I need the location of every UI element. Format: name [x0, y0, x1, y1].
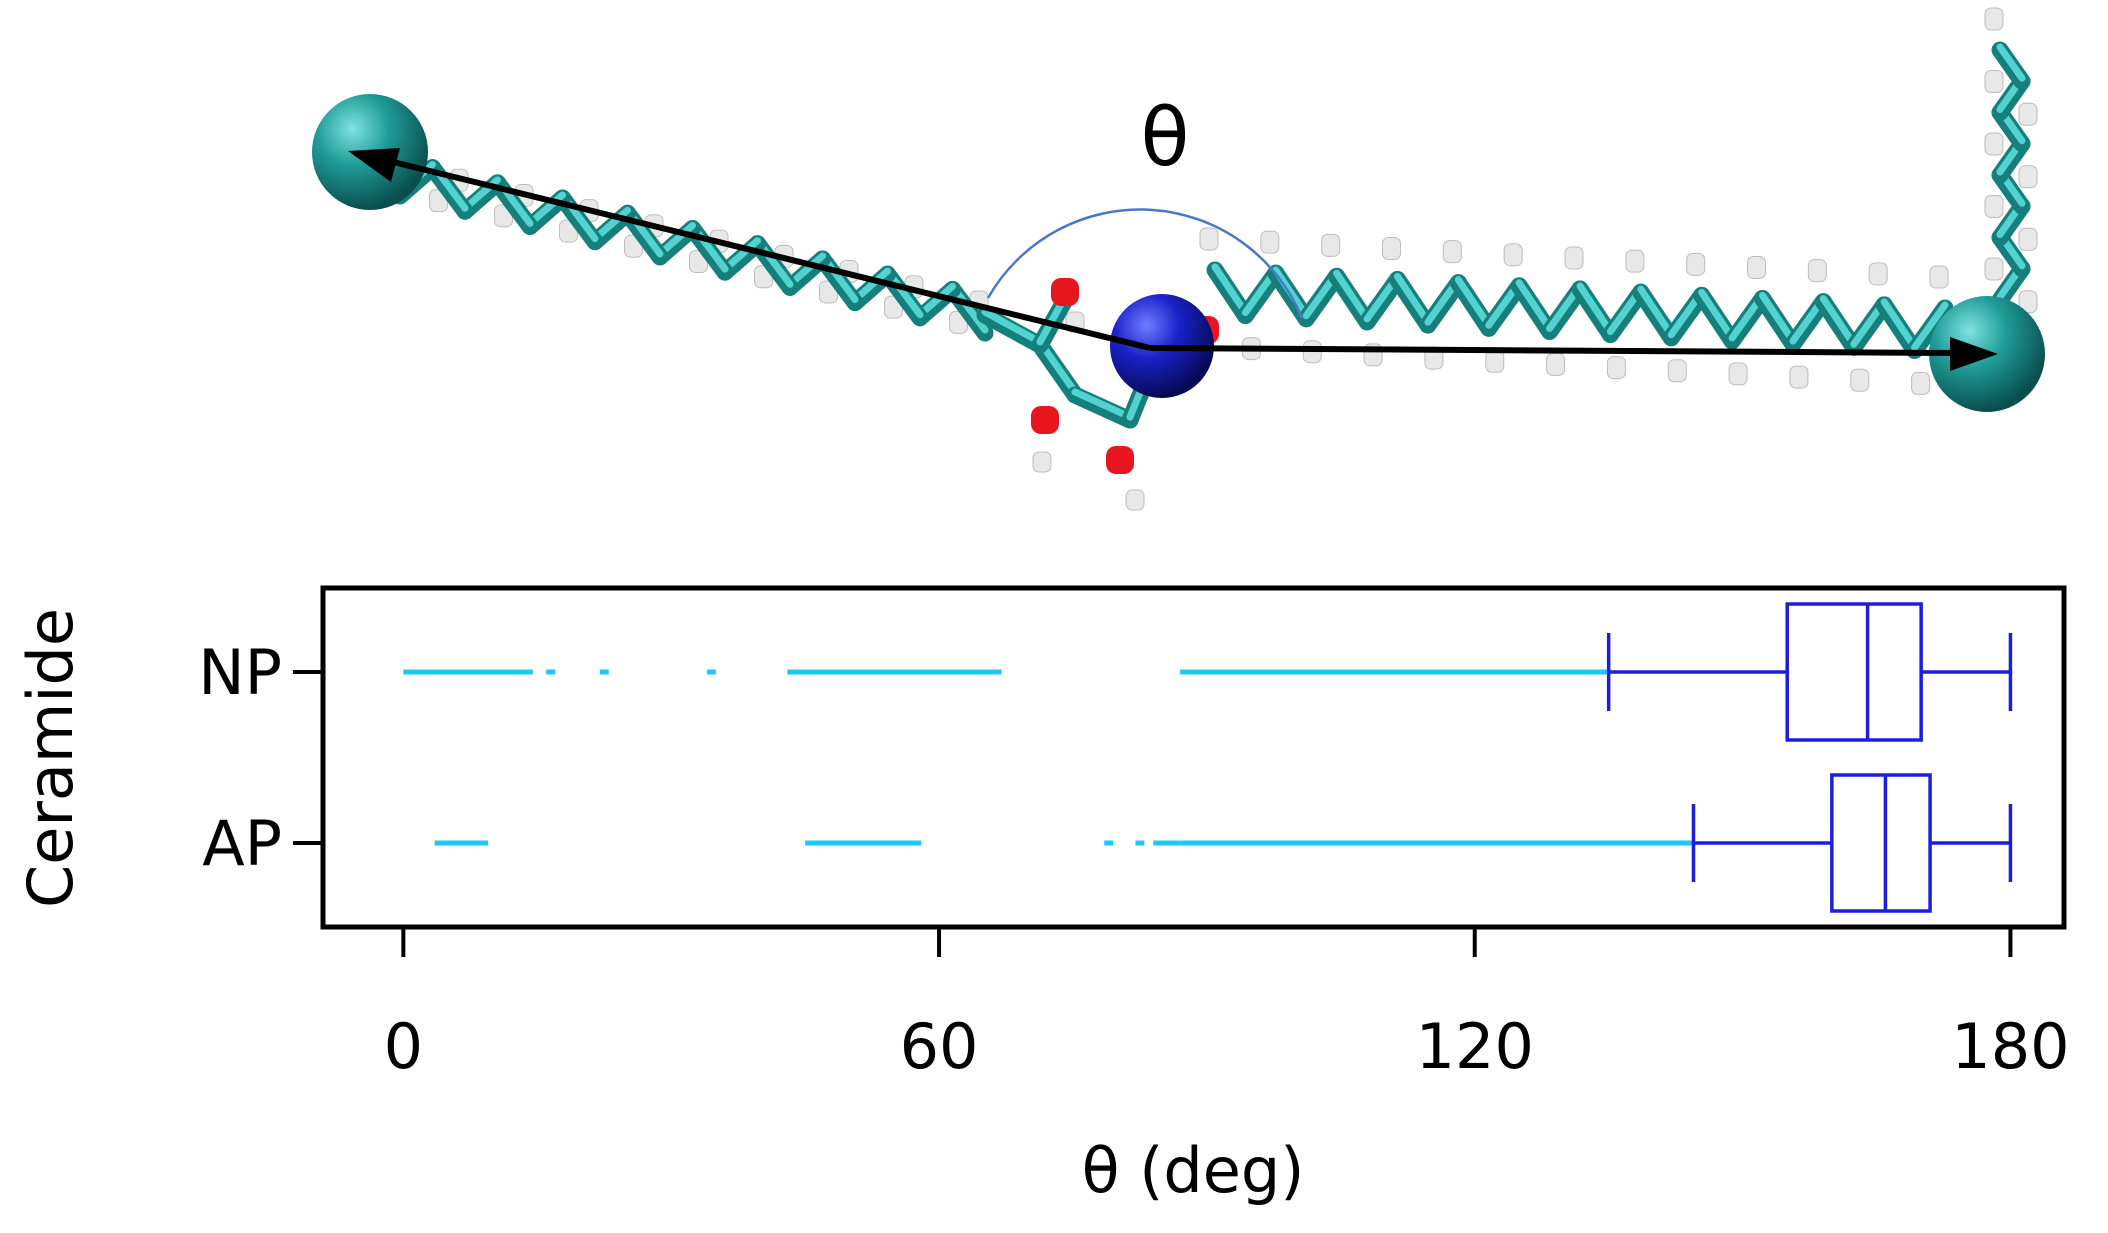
- hydrogen-atom: [2018, 290, 2038, 314]
- bond-highlight: [1576, 282, 1614, 336]
- outlier-layer: [403, 669, 1694, 846]
- hydrogen-atom: [2018, 227, 2038, 251]
- bond-highlight: [591, 206, 631, 243]
- box-iqr: [1785, 602, 1923, 742]
- y-tick-label: AP: [202, 807, 282, 880]
- angle-symbol: θ: [1141, 91, 1190, 184]
- hydrogen-atom: [1260, 230, 1280, 254]
- y-axis-label: Ceramide: [14, 608, 87, 908]
- hydrogen-atom: [1032, 451, 1052, 473]
- bond-highlight: [1996, 43, 2026, 82]
- x-axis-ticks: 0 60 120 180: [384, 927, 2070, 1083]
- bond-highlight: [1333, 269, 1371, 323]
- hydrogen-atom: [1984, 132, 2004, 156]
- bond-highlight: [786, 252, 826, 288]
- hydrogen-atom: [2018, 165, 2038, 189]
- carbon-bonds: [391, 41, 2031, 429]
- hydrogen-atom: [1984, 195, 2004, 218]
- bond-highlight: [1071, 388, 1134, 421]
- box-layer: [1606, 602, 2013, 913]
- bond-highlight: [1698, 288, 1736, 342]
- bond-highlight: [1211, 263, 1249, 317]
- bond-highlight: [1454, 276, 1493, 329]
- x-tick-label: 60: [900, 1010, 979, 1083]
- x-axis-label: θ (deg): [1082, 1134, 1305, 1207]
- bond-highlight: [851, 267, 891, 304]
- bond-highlight: [1880, 298, 1919, 351]
- hydrogen-atom: [1911, 371, 1931, 395]
- arrow-left: [348, 148, 1151, 351]
- angle-arc: [986, 208, 1304, 319]
- hydrogen-atom: [1606, 356, 1626, 380]
- y-axis-ticks: NP AP: [198, 636, 323, 880]
- bond-highlight: [1272, 266, 1310, 320]
- hydrogen-atom: [1929, 265, 1949, 289]
- hydrogen-atom: [1546, 352, 1566, 376]
- hydrogen-atom: [1728, 362, 1748, 386]
- hydrogen-atom: [1503, 243, 1523, 267]
- hydrogen-atom: [1984, 7, 2004, 31]
- bond-highlight: [981, 308, 1044, 346]
- hydrogen-atom: [1984, 70, 2004, 93]
- hydrogen-atom: [1850, 368, 1870, 392]
- bond-highlight: [1637, 285, 1675, 339]
- bond-highlight: [1394, 273, 1432, 326]
- hydrogen-atom: [1789, 365, 1809, 389]
- hydrogen-atom: [1807, 259, 1827, 283]
- hydrogen-atom: [1564, 246, 1584, 270]
- plot-frame: [320, 585, 2067, 930]
- x-tick-label: 0: [384, 1010, 423, 1083]
- hydrogen-atom: [1199, 227, 1219, 251]
- hydrogen-atom: [1485, 349, 1505, 373]
- hydrogen-atom: [1667, 359, 1687, 383]
- box-iqr: [1830, 773, 1932, 913]
- hydrogen-atom: [1747, 256, 1766, 279]
- hydrogen-atom: [1984, 257, 2004, 281]
- hydrogen-atom: [1125, 489, 1145, 511]
- bond-highlight: [721, 237, 761, 273]
- oxygen-atom: [1106, 446, 1134, 474]
- x-tick-label: 180: [1951, 1010, 2069, 1083]
- bond-highlight: [916, 282, 956, 319]
- boxplot-chart: 0 60 120 180 NP AP θ (deg) Ceramide: [14, 585, 2070, 1207]
- bond-highlight: [1515, 279, 1554, 332]
- hydrogen-atom: [1686, 252, 1706, 276]
- y-tick-label: NP: [198, 636, 282, 709]
- hydrogen-atom: [1868, 262, 1888, 286]
- hydrogen-atom: [1382, 237, 1401, 260]
- bond-highlight: [1911, 301, 1949, 351]
- x-tick-label: 120: [1416, 1010, 1534, 1083]
- hydrogen-atom: [2018, 102, 2038, 126]
- arrow-right: [1149, 337, 1998, 371]
- bond-highlight: [1819, 295, 1858, 348]
- hydrogen-atom: [1442, 240, 1462, 264]
- hydrogen-atom: [1321, 233, 1341, 257]
- oxygen-atom: [1031, 406, 1059, 434]
- oxygen-atom: [1051, 278, 1079, 306]
- hydrogen-atom: [1625, 249, 1645, 273]
- ceramide-molecule-diagram: θ: [312, 7, 2045, 511]
- bond-highlight: [656, 222, 696, 258]
- bond-highlight: [1759, 292, 1797, 345]
